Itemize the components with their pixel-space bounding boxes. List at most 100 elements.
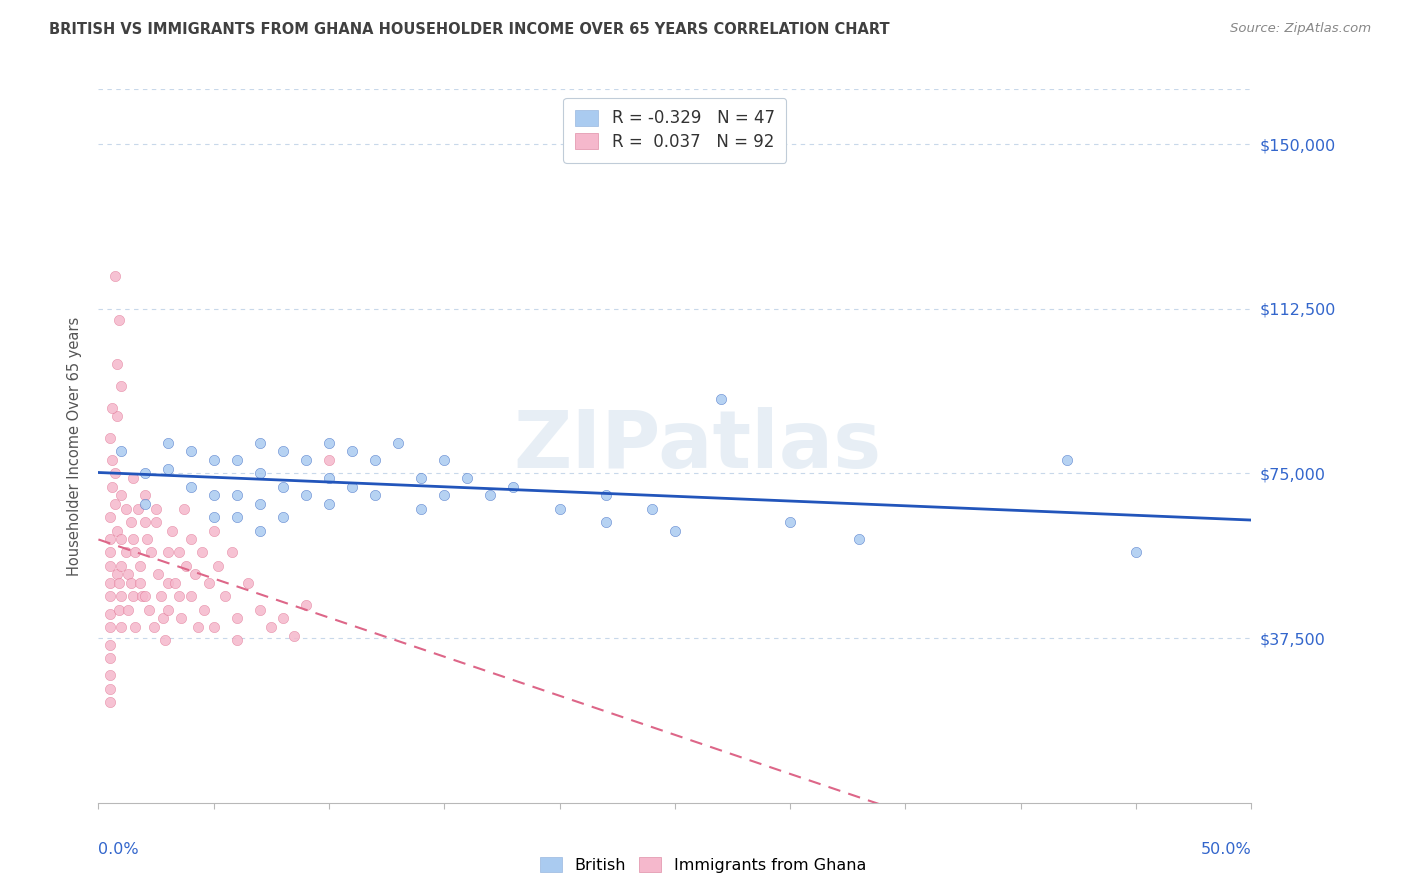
Point bbox=[98, 620, 121, 634]
Point bbox=[135, 533, 157, 547]
Text: 0.0%: 0.0% bbox=[98, 842, 139, 857]
Point bbox=[145, 501, 167, 516]
Point bbox=[142, 620, 165, 634]
Point bbox=[110, 533, 132, 547]
Point bbox=[170, 611, 193, 625]
Point bbox=[134, 488, 156, 502]
Point bbox=[364, 488, 387, 502]
Point bbox=[115, 545, 138, 559]
Point bbox=[595, 515, 617, 529]
Point bbox=[148, 567, 170, 582]
Point bbox=[156, 545, 179, 559]
Point bbox=[664, 524, 686, 538]
Text: ZIPatlas: ZIPatlas bbox=[513, 407, 882, 485]
Point bbox=[134, 590, 156, 604]
Point bbox=[221, 545, 243, 559]
Point bbox=[295, 488, 318, 502]
Point bbox=[122, 533, 145, 547]
Point bbox=[295, 453, 318, 467]
Point bbox=[98, 533, 121, 547]
Point bbox=[214, 590, 236, 604]
Y-axis label: Householder Income Over 65 years: Householder Income Over 65 years bbox=[67, 317, 83, 575]
Point bbox=[1125, 545, 1147, 559]
Point bbox=[110, 444, 132, 458]
Point bbox=[641, 501, 664, 516]
Point bbox=[202, 620, 225, 634]
Point bbox=[340, 480, 363, 494]
Point bbox=[187, 620, 209, 634]
Text: Source: ZipAtlas.com: Source: ZipAtlas.com bbox=[1230, 22, 1371, 36]
Point bbox=[1056, 453, 1078, 467]
Point bbox=[134, 497, 156, 511]
Point bbox=[318, 497, 340, 511]
Point bbox=[152, 611, 174, 625]
Point bbox=[127, 501, 149, 516]
Point bbox=[225, 633, 247, 648]
Point bbox=[138, 602, 160, 616]
Point bbox=[110, 620, 132, 634]
Point bbox=[295, 598, 318, 612]
Point bbox=[173, 501, 195, 516]
Point bbox=[411, 471, 433, 485]
Point bbox=[271, 444, 294, 458]
Point bbox=[101, 401, 124, 415]
Legend: British, Immigrants from Ghana: British, Immigrants from Ghana bbox=[533, 851, 873, 880]
Point bbox=[160, 524, 183, 538]
Point bbox=[225, 488, 247, 502]
Point bbox=[103, 467, 125, 481]
Point bbox=[122, 471, 145, 485]
Point bbox=[202, 488, 225, 502]
Point bbox=[848, 533, 870, 547]
Point bbox=[105, 409, 128, 424]
Point bbox=[129, 576, 152, 591]
Point bbox=[271, 611, 294, 625]
Point bbox=[198, 576, 221, 591]
Point bbox=[131, 590, 153, 604]
Point bbox=[180, 480, 202, 494]
Point bbox=[249, 602, 271, 616]
Point bbox=[340, 444, 363, 458]
Point bbox=[283, 629, 305, 643]
Point bbox=[156, 462, 179, 476]
Point bbox=[98, 558, 121, 573]
Point bbox=[710, 392, 733, 406]
Point bbox=[98, 695, 121, 709]
Text: 50.0%: 50.0% bbox=[1201, 842, 1251, 857]
Point bbox=[134, 515, 156, 529]
Point bbox=[433, 488, 456, 502]
Point bbox=[479, 488, 502, 502]
Point bbox=[249, 524, 271, 538]
Point bbox=[167, 545, 190, 559]
Point bbox=[105, 357, 128, 371]
Point bbox=[193, 602, 215, 616]
Point bbox=[779, 515, 801, 529]
Point bbox=[456, 471, 478, 485]
Point bbox=[225, 453, 247, 467]
Point bbox=[141, 545, 163, 559]
Point bbox=[260, 620, 283, 634]
Point bbox=[225, 611, 247, 625]
Point bbox=[364, 453, 387, 467]
Point bbox=[117, 567, 139, 582]
Point bbox=[124, 620, 146, 634]
Point bbox=[98, 651, 121, 665]
Point bbox=[103, 497, 125, 511]
Point bbox=[318, 471, 340, 485]
Point bbox=[249, 435, 271, 450]
Point bbox=[318, 453, 340, 467]
Point bbox=[98, 590, 121, 604]
Point bbox=[156, 602, 179, 616]
Point bbox=[122, 590, 145, 604]
Point bbox=[180, 590, 202, 604]
Point bbox=[110, 590, 132, 604]
Point bbox=[110, 488, 132, 502]
Point bbox=[156, 435, 179, 450]
Point bbox=[134, 467, 156, 481]
Text: BRITISH VS IMMIGRANTS FROM GHANA HOUSEHOLDER INCOME OVER 65 YEARS CORRELATION CH: BRITISH VS IMMIGRANTS FROM GHANA HOUSEHO… bbox=[49, 22, 890, 37]
Point bbox=[502, 480, 524, 494]
Point bbox=[98, 607, 121, 621]
Point bbox=[180, 444, 202, 458]
Point bbox=[105, 524, 128, 538]
Point bbox=[207, 558, 229, 573]
Point bbox=[387, 435, 409, 450]
